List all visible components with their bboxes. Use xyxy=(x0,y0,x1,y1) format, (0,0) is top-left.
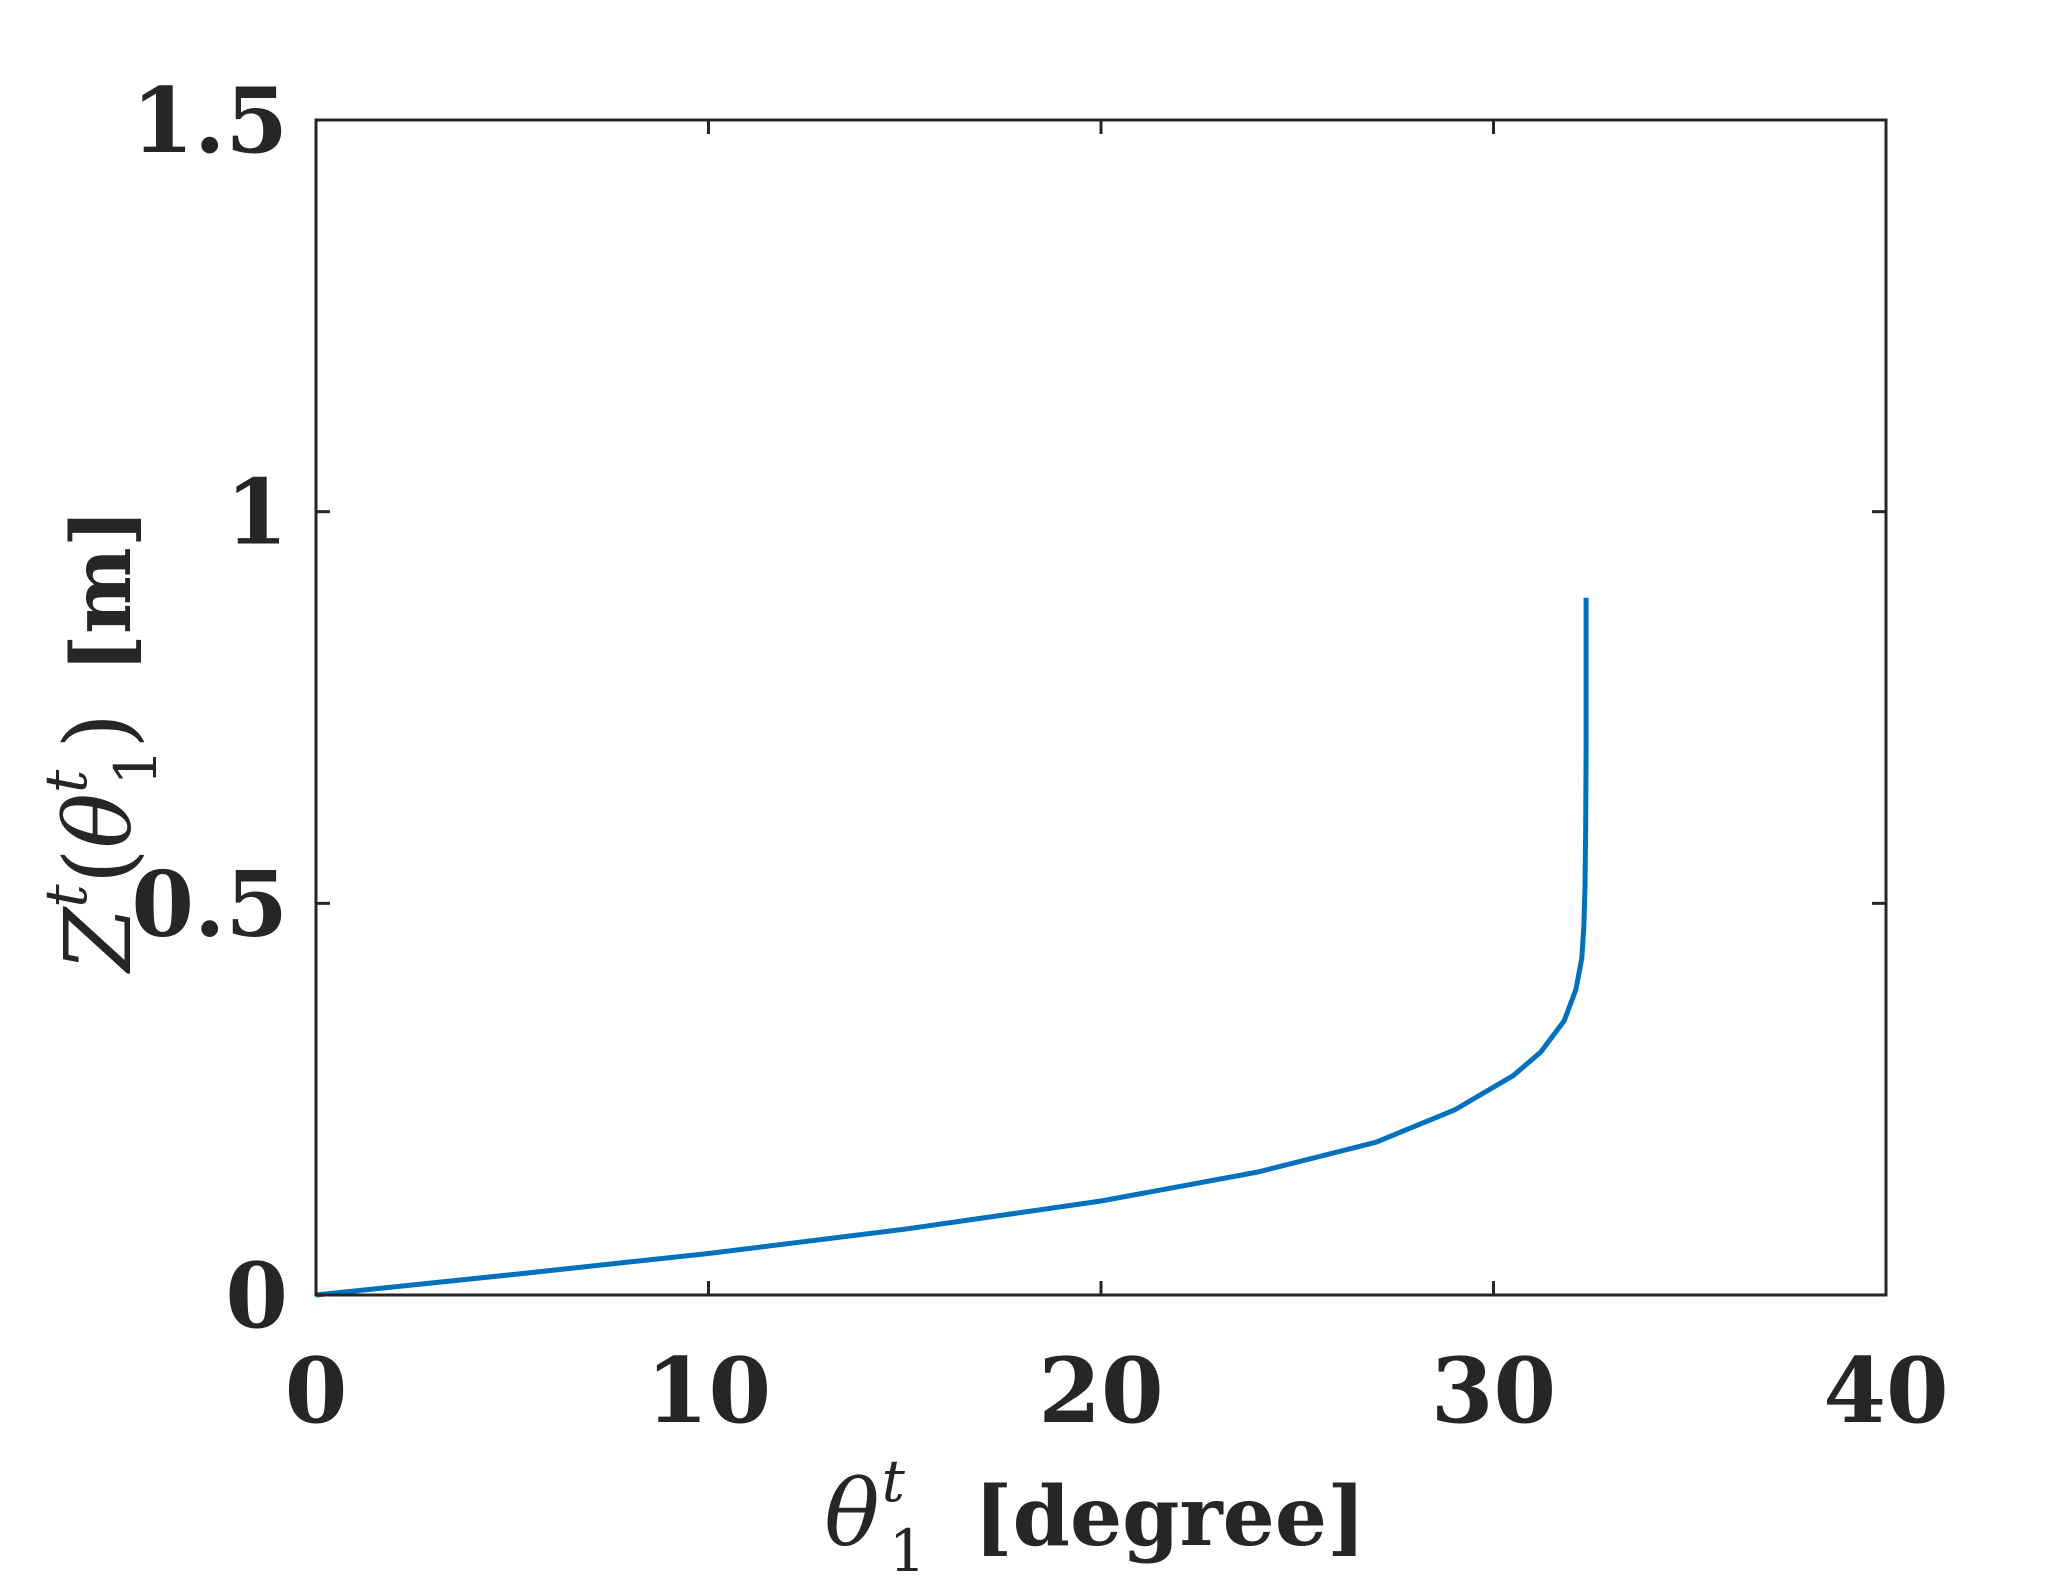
y-tick-label: 1 xyxy=(225,460,288,566)
y-axis-arg-symbol: θ xyxy=(45,793,152,848)
x-tick-labels: 0 10 20 30 40 xyxy=(285,1338,1949,1444)
plot-frame xyxy=(314,118,1888,1297)
x-axis-sup: t xyxy=(882,1447,906,1515)
y-tick-labels: 0 0.5 1 1.5 xyxy=(131,68,288,1349)
y-tick-label: 0 xyxy=(225,1243,288,1349)
x-axis-symbol: θ xyxy=(824,1460,879,1567)
y-axis-symbol: Z xyxy=(45,906,152,975)
y-tick-label: 0.5 xyxy=(131,851,288,957)
y-axis-unit: [m] xyxy=(54,508,150,672)
plot-area xyxy=(316,120,1886,1295)
y-axis-close-paren: ) xyxy=(45,713,152,749)
y-axis-sup: t xyxy=(32,884,100,908)
x-tick-label: 30 xyxy=(1431,1338,1556,1444)
series-line xyxy=(315,597,1589,1298)
y-axis-arg-sup: t xyxy=(32,769,100,793)
y-tick-label: 1.5 xyxy=(131,68,288,174)
y-axis-label: Zt(θt1)[m] xyxy=(32,508,170,974)
x-axis-unit: [degree] xyxy=(974,1469,1366,1565)
x-axis-sub: 1 xyxy=(889,1517,926,1582)
x-tick-label: 0 xyxy=(285,1338,348,1444)
y-axis-arg-sub: 1 xyxy=(102,749,170,786)
x-tick-label: 20 xyxy=(1038,1338,1163,1444)
x-axis-label: θt 1 [degree] xyxy=(824,1447,1366,1582)
x-tick-label: 10 xyxy=(646,1338,771,1444)
x-tick-label: 40 xyxy=(1823,1338,1948,1444)
y-axis-open-paren: ( xyxy=(45,848,152,884)
